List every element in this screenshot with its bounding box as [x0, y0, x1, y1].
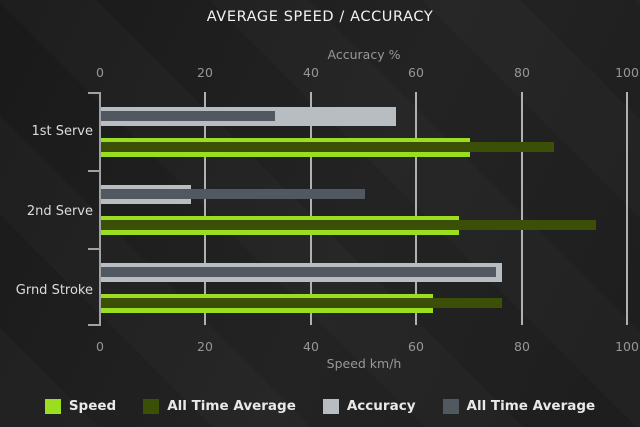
bottom-tick-label: 100 [615, 339, 639, 354]
top-tick-label: 0 [96, 65, 104, 80]
gridline [310, 92, 312, 325]
legend-item: All Time Average [143, 398, 296, 414]
legend-label: Speed [68, 398, 117, 414]
bar-all-time-average [101, 189, 365, 199]
legend-swatch-speed-0 [44, 398, 61, 414]
bar-all-time-average [101, 142, 554, 152]
bottom-axis-title: Speed km/h [326, 356, 402, 371]
top-tick-label: 80 [514, 65, 530, 80]
bottom-tick-label: 40 [303, 339, 319, 354]
legend-swatch-accuracy-2 [322, 398, 339, 414]
y-axis-tick [88, 248, 100, 250]
legend: Speed All Time Average Accuracy All Time Av… [0, 398, 640, 414]
top-tick-label: 20 [197, 65, 213, 80]
bar-all-time-average [101, 267, 496, 277]
top-axis-title: Accuracy % [327, 47, 401, 62]
gridline [521, 92, 523, 325]
y-axis-tick [88, 324, 100, 326]
top-tick-label: 100 [615, 65, 639, 80]
legend-label: All Time Average [167, 398, 296, 414]
bottom-tick-label: 80 [514, 339, 530, 354]
bottom-tick-label: 60 [408, 339, 424, 354]
category-label: Grnd Stroke [15, 283, 93, 298]
top-tick-label: 60 [408, 65, 424, 80]
category-label: 2nd Serve [26, 204, 93, 219]
category-label: 1st Serve [31, 124, 93, 139]
legend-item: All Time Average [442, 398, 596, 414]
bar-all-time-average [101, 111, 275, 121]
legend-swatch-speed-1 [143, 398, 160, 414]
legend-item: Speed [44, 398, 117, 414]
chart-title: AVERAGE SPEED / ACCURACY [206, 9, 434, 25]
y-axis-line [99, 92, 101, 326]
legend-item: Accuracy [322, 398, 416, 414]
y-axis-tick [88, 92, 100, 94]
bar-all-time-average [101, 220, 596, 230]
gridline [204, 92, 206, 325]
y-axis-tick [88, 170, 100, 172]
bar-all-time-average [101, 298, 502, 308]
gridline [626, 92, 628, 325]
bottom-tick-label: 20 [197, 339, 213, 354]
top-tick-label: 40 [303, 65, 319, 80]
legend-label: All Time Average [466, 398, 596, 414]
legend-swatch-accuracy-3 [442, 398, 459, 414]
legend-label: Accuracy [346, 398, 416, 414]
bottom-tick-label: 0 [96, 339, 104, 354]
gridline [415, 92, 417, 325]
